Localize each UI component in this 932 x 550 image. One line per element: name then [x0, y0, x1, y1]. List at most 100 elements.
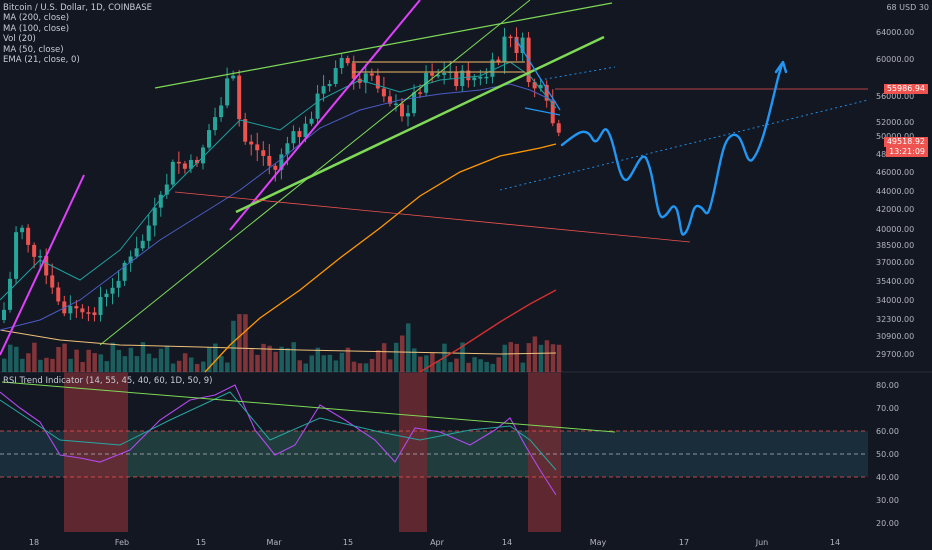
candle-body	[255, 144, 260, 151]
candle-body	[50, 275, 55, 288]
price-axis-top-label: 68 USD 30	[886, 3, 929, 12]
volume-bar	[321, 355, 327, 372]
candle-body	[363, 73, 368, 83]
candle-body	[56, 287, 61, 302]
candle-body	[339, 57, 344, 69]
candle-body	[327, 83, 332, 87]
candle-body	[345, 57, 350, 64]
rsi-tick-label: 40.00	[876, 473, 899, 482]
price-tick-label: 38500.00	[876, 241, 914, 250]
price-tick-label: 34000.00	[876, 296, 914, 305]
blue-wedge-line	[514, 37, 561, 111]
time-tick-label: 17	[679, 538, 689, 547]
candle-body	[14, 232, 19, 279]
volume-bar	[20, 358, 25, 372]
volume-bar	[128, 347, 134, 372]
indicator-vol[interactable]: Vol (20)	[3, 34, 36, 45]
volume-bar	[122, 356, 128, 372]
volume-bar	[2, 358, 7, 372]
volume-bar	[508, 342, 514, 372]
volume-bar	[448, 362, 453, 372]
indicator-ma50[interactable]: MA (50, close)	[3, 44, 64, 55]
candle-body	[406, 113, 411, 117]
volume-bar	[134, 356, 140, 372]
volume-bar	[532, 336, 538, 372]
volume-bar	[267, 345, 272, 372]
candle-body	[170, 161, 175, 185]
volume-bar	[68, 358, 73, 372]
candle-body	[86, 312, 91, 314]
volume-bar	[520, 362, 526, 372]
rsi-title[interactable]: RSI Trend Indicator (14, 55, 45, 40, 60,…	[3, 376, 213, 386]
candle-body	[484, 76, 489, 79]
candle-body	[68, 306, 73, 314]
volume-bar	[472, 357, 477, 372]
candle-body	[194, 159, 199, 164]
candle-body	[213, 117, 218, 131]
candle-body	[399, 103, 404, 117]
volume-bar	[466, 362, 471, 372]
volume-bar	[231, 320, 236, 372]
candle-body	[176, 161, 181, 164]
candle-body	[303, 123, 308, 138]
candle-body	[315, 93, 320, 119]
volume-bar	[188, 357, 194, 372]
volume-bar	[556, 344, 562, 372]
volume-bar	[86, 349, 91, 372]
volume-bar	[544, 340, 550, 372]
green-support-thick	[235, 35, 605, 214]
volume-bar	[182, 353, 188, 372]
candle-body	[490, 59, 495, 77]
volume-bar	[158, 348, 164, 372]
time-tick-label: 14	[830, 538, 840, 547]
volume-bar	[309, 355, 315, 372]
volume-bar	[176, 360, 182, 372]
candle-body	[381, 88, 386, 97]
indicator-ma200[interactable]: MA (200, close)	[3, 13, 70, 24]
volume-bar	[550, 344, 556, 372]
volume-bar	[213, 343, 218, 372]
time-tick-label: 15	[343, 538, 353, 547]
time-tick-label: Feb	[115, 538, 129, 547]
volume-bar	[164, 345, 170, 372]
volume-bar	[26, 353, 31, 372]
time-tick-label: 14	[502, 538, 512, 547]
rsi-signal-line	[0, 391, 557, 471]
indicator-ma100[interactable]: MA (100, close)	[3, 23, 70, 34]
volume-bar	[369, 358, 375, 372]
price-tick-label: 40000.00	[876, 225, 914, 234]
blue-wedge-line	[524, 107, 561, 116]
red-diagonal-line	[174, 191, 691, 243]
candle-body	[418, 92, 423, 94]
volume-bar	[327, 354, 333, 372]
candle-body	[478, 77, 483, 79]
volume-bar	[454, 358, 459, 372]
price-tick-label: 35400.00	[876, 277, 914, 286]
volume-bar	[50, 358, 55, 372]
candle-body	[502, 36, 507, 63]
volume-bar	[387, 359, 393, 372]
candle-body	[74, 306, 79, 309]
volume-bar	[194, 363, 200, 372]
rsi-bear-zone-1	[399, 372, 427, 532]
volume-bar	[291, 342, 296, 372]
volume-bar	[98, 354, 103, 372]
volume-bar	[116, 349, 122, 372]
time-tick-label: Jun	[755, 538, 769, 547]
magenta-trendline-right	[229, 0, 421, 231]
candle-body	[44, 255, 49, 276]
volume-bar	[381, 343, 387, 372]
forecast-path	[560, 60, 788, 236]
volume-bar	[219, 356, 224, 372]
candle-body	[357, 78, 362, 83]
rsi-tick-label: 80.00	[876, 381, 899, 390]
price-tick-label: 46000.00	[876, 168, 914, 177]
volume-bar	[496, 357, 501, 372]
indicator-ema21[interactable]: EMA (21, close, 0)	[3, 55, 80, 66]
candle-body	[291, 131, 296, 144]
last-price-tag: 49518.92	[883, 137, 928, 147]
rsi-tick-label: 60.00	[876, 427, 899, 436]
volume-bar	[490, 363, 495, 372]
candle-body	[134, 248, 139, 257]
